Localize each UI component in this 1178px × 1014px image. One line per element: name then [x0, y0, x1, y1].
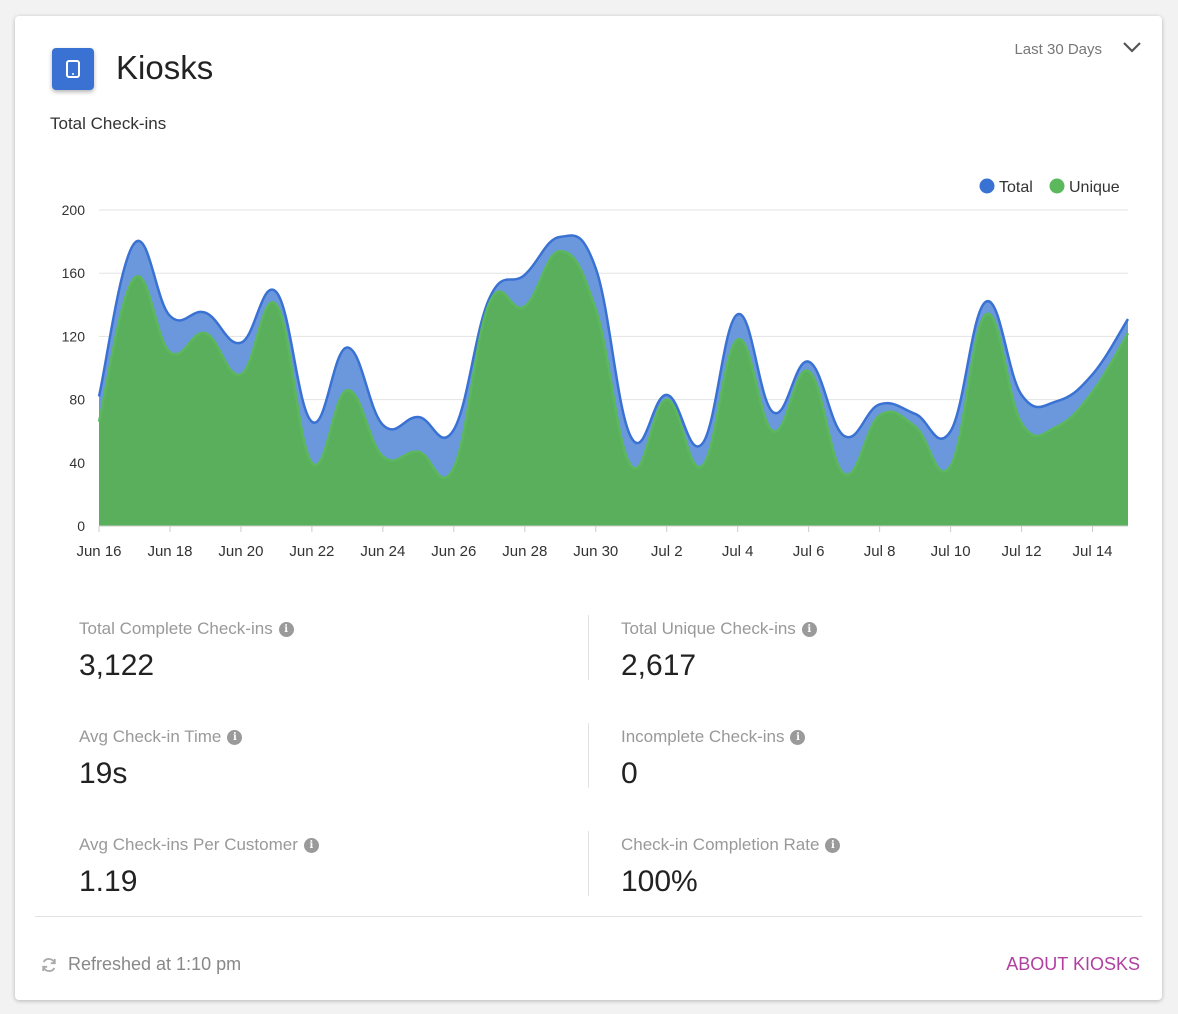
stat-label: Check-in Completion Rate [621, 835, 820, 854]
legend-label-unique[interactable]: Unique [1069, 179, 1120, 196]
x-tick-label: Jul 2 [651, 543, 683, 560]
stat-total-complete: Total Complete Check-ins i 3,122 [79, 619, 294, 683]
footer-divider [35, 916, 1142, 917]
y-tick-label: 160 [62, 265, 86, 281]
y-tick-label: 120 [62, 328, 86, 344]
x-tick-label: Jun 28 [502, 543, 547, 560]
x-tick-label: Jun 30 [573, 543, 618, 560]
chevron-down-icon[interactable] [1122, 40, 1142, 59]
y-tick-label: 40 [69, 455, 85, 471]
page-title: Kiosks [116, 49, 214, 86]
stat-label: Total Complete Check-ins [79, 619, 273, 638]
stat-label: Total Unique Check-ins [621, 619, 796, 638]
checkins-chart: 0 40 80 120 160 200 Jun 16 Jun 18 Jun 20 Jun 22 Ju… [62, 178, 1130, 560]
info-icon[interactable]: i [825, 837, 841, 853]
x-tick-label: Jul 10 [931, 543, 971, 560]
about-kiosks-link[interactable]: ABOUT KIOSKS [1006, 954, 1140, 974]
stat-value: 3,122 [79, 649, 155, 682]
info-icon[interactable]: i [227, 729, 243, 745]
stat-completion-rate: Check-in Completion Rate i 100% [621, 835, 841, 899]
legend-marker-total [979, 178, 995, 194]
y-tick-label: 0 [77, 518, 85, 534]
stat-avg-time: Avg Check-in Time i 19s [79, 727, 243, 791]
x-tick-label: Jun 24 [360, 543, 405, 560]
stat-value: 0 [621, 757, 638, 790]
x-tick-label: Jun 20 [218, 543, 263, 560]
info-icon[interactable]: i [303, 837, 319, 853]
y-tick-label: 200 [62, 202, 86, 218]
divider [588, 831, 589, 896]
series-line-total [97, 234, 1130, 448]
x-tick-label: Jul 8 [864, 543, 896, 560]
stat-value: 1.19 [79, 865, 138, 898]
legend-marker-unique [1049, 178, 1065, 194]
stat-label: Avg Check-in Time [79, 727, 222, 746]
x-tick-label: Jul 6 [793, 543, 825, 560]
divider [588, 723, 589, 788]
x-tick-label: Jun 22 [289, 543, 334, 560]
series-area-unique [99, 251, 1128, 526]
info-icon[interactable]: i [278, 621, 294, 637]
series-line-unique [97, 249, 1130, 479]
info-icon[interactable]: i [801, 621, 817, 637]
y-tick-label: 80 [69, 392, 85, 408]
x-tick-label: Jul 12 [1002, 543, 1042, 560]
x-tick-label: Jul 14 [1073, 543, 1113, 560]
x-tick-label: Jun 18 [147, 543, 192, 560]
stat-label: Avg Check-ins Per Customer [79, 835, 298, 854]
stat-value: 19s [79, 757, 128, 790]
info-icon[interactable]: i [790, 729, 806, 745]
date-range-label: Last 30 Days [1014, 41, 1102, 58]
x-tick-label: Jun 26 [431, 543, 476, 560]
legend-label-total[interactable]: Total [999, 179, 1033, 196]
stat-value: 100% [621, 865, 698, 898]
divider [588, 615, 589, 680]
kiosks-card: Kiosks Last 30 Days Total Check-ins 0 40 8… [15, 16, 1162, 1000]
refreshed-text: Refreshed at 1:10 pm [68, 954, 242, 974]
chart-subtitle: Total Check-ins [50, 114, 167, 133]
x-tick-label: Jun 16 [76, 543, 121, 560]
stat-avg-per-customer: Avg Check-ins Per Customer i 1.19 [79, 835, 319, 899]
refresh-icon[interactable] [40, 956, 58, 974]
tablet-icon [52, 48, 94, 90]
stat-total-unique: Total Unique Check-ins i 2,617 [621, 619, 817, 683]
refresh-status: Refreshed at 1:10 pm [40, 954, 241, 975]
date-range-dropdown[interactable]: Last 30 Days [1014, 40, 1142, 59]
stat-incomplete: Incomplete Check-ins i 0 [621, 727, 806, 791]
stat-value: 2,617 [621, 649, 697, 682]
x-tick-label: Jul 4 [722, 543, 754, 560]
stat-label: Incomplete Check-ins [621, 727, 785, 746]
